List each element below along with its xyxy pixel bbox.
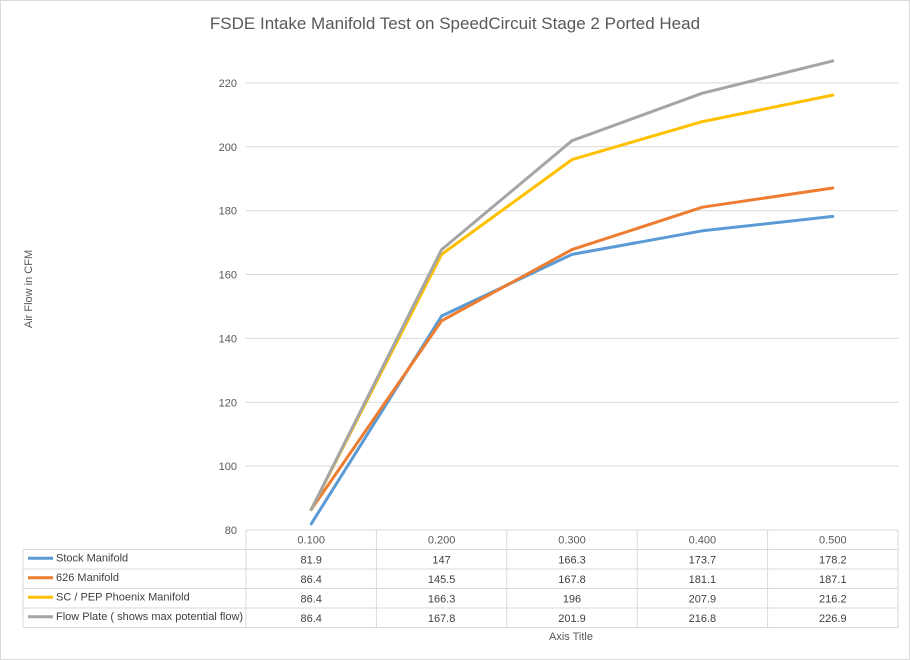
data-label: 216.2	[819, 593, 847, 605]
data-label: 86.4	[300, 574, 321, 586]
y-tick-label: 180	[219, 206, 237, 218]
x-category-label: 0.400	[689, 535, 717, 547]
x-axis-title: Axis Title	[549, 631, 593, 643]
data-label: 86.4	[300, 613, 321, 625]
data-label: 167.8	[558, 574, 586, 586]
data-label: 196	[563, 593, 581, 605]
y-tick-label: 100	[219, 461, 237, 473]
legend-entry: 626 Manifold	[56, 572, 119, 584]
y-axis-tick-labels: 80 100 120 140 160 180 200 220	[219, 78, 237, 537]
data-label: 86.4	[300, 593, 321, 605]
chart-title: FSDE Intake Manifold Test on SpeedCircui…	[210, 14, 700, 33]
y-tick-label: 160	[219, 270, 237, 282]
data-label: 166.3	[428, 593, 456, 605]
data-label: 207.9	[689, 593, 717, 605]
y-tick-label: 120	[219, 397, 237, 409]
series-lines	[309, 59, 835, 526]
series-line-4	[309, 59, 835, 512]
data-label: 187.1	[819, 574, 847, 586]
data-label: 147	[432, 554, 450, 566]
y-tick-label: 80	[225, 525, 237, 537]
data-label: 167.8	[428, 613, 456, 625]
data-table: 0.100 0.200 0.300 0.400 0.500 Stock Manifold 8…	[22, 529, 899, 628]
x-category-label: 0.200	[428, 535, 456, 547]
series-line-2	[309, 186, 835, 512]
y-axis-title: Air Flow in CFM	[23, 250, 35, 328]
x-category-label: 0.500	[819, 535, 847, 547]
legend-entry: SC / PEP Phoenix Manifold	[56, 591, 190, 603]
series-line-1	[309, 214, 835, 526]
x-category-label: 0.100	[297, 535, 325, 547]
legend-entry: Flow Plate ( shows max potential flow)	[56, 611, 243, 623]
data-label: 178.2	[819, 554, 847, 566]
data-label: 201.9	[558, 613, 586, 625]
y-tick-label: 220	[219, 78, 237, 90]
data-label: 173.7	[689, 554, 717, 566]
series-line-3	[309, 93, 835, 512]
data-label: 226.9	[819, 613, 847, 625]
y-tick-label: 200	[219, 142, 237, 154]
legend-entry: Stock Manifold	[56, 552, 128, 564]
gridlines	[246, 82, 898, 467]
data-label: 81.9	[300, 554, 321, 566]
data-label: 145.5	[428, 574, 456, 586]
data-label: 166.3	[558, 554, 586, 566]
data-label: 181.1	[689, 574, 717, 586]
data-label: 216.8	[689, 613, 717, 625]
x-category-label: 0.300	[558, 535, 586, 547]
y-tick-label: 140	[219, 333, 237, 345]
